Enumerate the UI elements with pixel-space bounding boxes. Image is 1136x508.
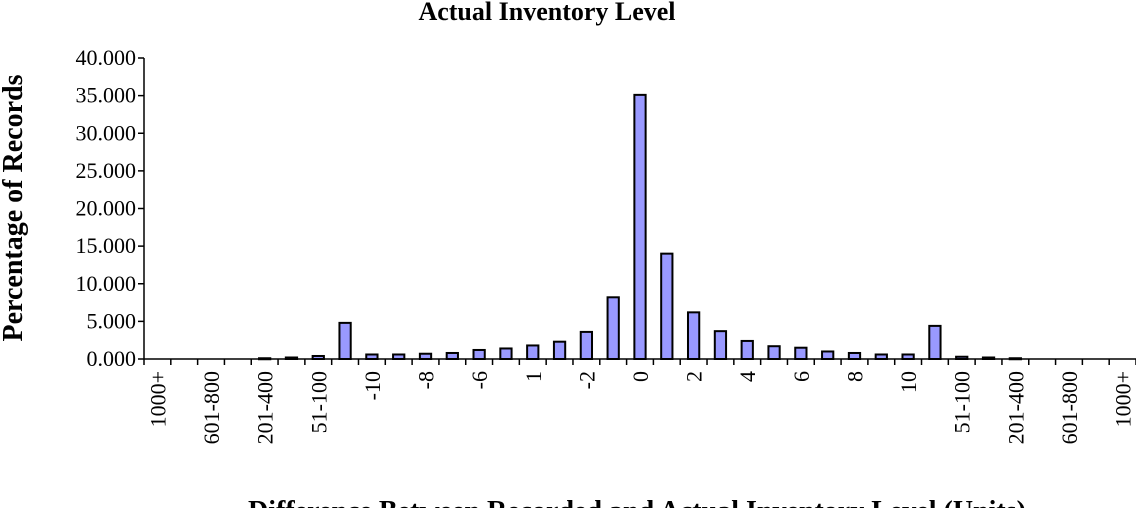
bar-4 [740,339,754,361]
bar--7 [445,351,459,361]
bar--1 [606,296,620,361]
y-tick-label: 30.000 [76,120,137,145]
x-tick-label: -2 [574,371,599,389]
x-tick-label: -6 [467,371,492,389]
x-tick-label: 1000+ [145,371,170,427]
bar-2 [686,311,701,360]
x-tick-label: 2 [682,371,707,382]
bar-8 [847,351,862,361]
x-tick-label: 601-800 [199,371,224,444]
bar-0 [633,93,647,360]
bar-1 [660,252,674,360]
x-tick-label: 601-800 [1057,371,1082,444]
bar-201-400 [1008,357,1022,361]
y-axis-title: Percentage of Records [0,74,29,341]
x-tick-label: 1000+ [1111,371,1136,427]
x-tick-label: 10 [896,371,921,393]
x-tick-label: 6 [789,371,814,382]
y-tick-label: 10.000 [76,271,137,296]
bar-5 [767,345,781,360]
y-tick-label: 40.000 [76,45,137,70]
bar-7 [821,350,835,361]
bar-51-100 [311,354,325,360]
bar-10 [901,353,915,360]
bar--6 [472,348,486,361]
x-tick-label: 51-100 [306,371,331,433]
bar-51-100 [955,355,969,360]
bar-6 [794,346,808,360]
bar--5 [499,347,513,360]
y-tick-label: 35.000 [76,83,137,108]
bar-11-50 [338,321,352,361]
bar-101-200 [981,356,996,360]
bar--2 [579,330,594,361]
x-tick-label: 201-400 [253,371,278,444]
y-tick-label: 20.000 [76,196,137,221]
bar-series [258,93,1022,361]
x-tick-label: 4 [735,371,760,382]
y-tick-label: 25.000 [76,158,137,183]
x-tick-label: 51-100 [950,371,975,433]
bar-11-50 [928,324,942,361]
bar-101-200 [284,356,299,360]
y-axis-ticks: 0.000 5.000 10.000 15.000 20.000 25.000 30.000… [76,45,144,371]
bar-9 [874,353,888,360]
bar--9 [392,353,406,360]
bar-3 [713,330,728,361]
bar-201-400 [258,357,272,361]
x-tick-label: -10 [360,371,385,400]
x-tick-label: 1 [521,371,546,382]
y-tick-label: 15.000 [76,233,137,258]
x-tick-label: 0 [628,371,653,382]
bar--8 [418,352,433,361]
bar-1 [526,344,540,360]
bar--10 [365,353,379,360]
chart-title: Actual Inventory Level [418,0,675,26]
x-axis-title: Difference Between Recorded and Actual I… [248,496,1026,508]
x-tick-label: 8 [842,371,867,382]
y-tick-label: 0.000 [87,346,137,371]
y-tick-label: 5.000 [87,308,137,333]
bar--3 [552,340,567,361]
x-axis-ticks: 1000+ 601-800 201-400 51-100 -10 -8 -6 1 -2 0 2 4 6 8… [143,359,1136,444]
x-tick-label: -8 [414,371,439,389]
x-tick-label: 201-400 [1003,371,1028,444]
